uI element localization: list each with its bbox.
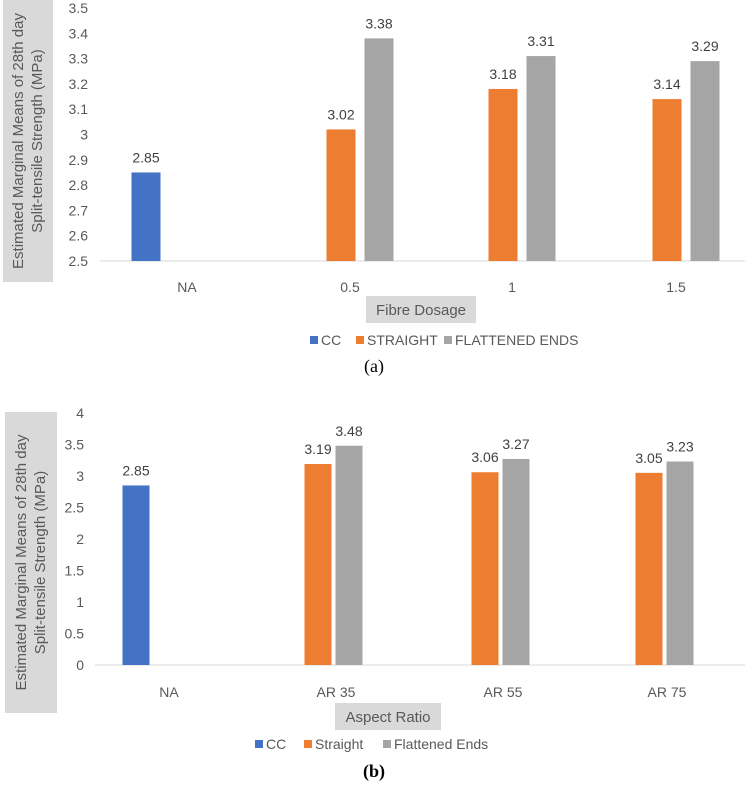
data-label: 3.14 xyxy=(653,76,680,92)
legend-swatch xyxy=(304,740,312,748)
x-tick-label: 0.5 xyxy=(340,279,360,295)
data-label: 3.38 xyxy=(365,15,392,31)
x-tick-label: AR 35 xyxy=(317,684,356,700)
y-tick-label: 2.7 xyxy=(69,202,89,218)
y-tick-label: 2.8 xyxy=(69,177,89,193)
data-label: 2.85 xyxy=(132,149,159,165)
bar-straight xyxy=(652,99,682,261)
x-tick-label: NA xyxy=(159,684,179,700)
bar-straight xyxy=(471,472,499,665)
caption: (b) xyxy=(363,761,385,782)
y-tick-label: 2.6 xyxy=(69,228,89,244)
data-label: 3.48 xyxy=(335,423,362,439)
x-axis-title: Aspect Ratio xyxy=(345,709,430,726)
y-axis-title: Estimated Marginal Means of 28th day xyxy=(10,13,27,269)
y-tick-label: 3.2 xyxy=(69,76,89,92)
data-label: 3.27 xyxy=(502,436,529,452)
y-tick-label: 3.1 xyxy=(69,101,89,117)
y-tick-label: 3.5 xyxy=(69,0,89,16)
bar-cc xyxy=(122,485,150,665)
data-label: 2.85 xyxy=(122,462,149,478)
y-axis-title: Estimated Marginal Means of 28th day xyxy=(13,434,30,690)
bar-straight xyxy=(326,129,356,261)
legend-label: CC xyxy=(321,332,341,348)
data-label: 3.18 xyxy=(489,66,516,82)
bar-straight xyxy=(304,464,332,665)
data-label: 3.02 xyxy=(327,106,354,122)
bar-straight xyxy=(635,472,663,665)
y-axis-title: Split-tensile Strength (MPa) xyxy=(29,49,46,232)
y-tick-label: 1.5 xyxy=(65,563,85,579)
y-tick-label: 3.3 xyxy=(69,51,89,67)
data-label: 3.05 xyxy=(635,450,662,466)
data-label: 3.23 xyxy=(666,439,693,455)
bar-cc xyxy=(131,172,161,261)
y-tick-label: 1 xyxy=(76,594,84,610)
y-tick-label: 2 xyxy=(76,531,84,547)
y-tick-label: 0.5 xyxy=(65,626,85,642)
legend-label: STRAIGHT xyxy=(367,332,438,348)
bar-flattened-ends xyxy=(690,61,720,261)
x-tick-label: 1 xyxy=(508,279,516,295)
legend-swatch xyxy=(444,336,452,344)
y-axis-title: Split-tensile Strength (MPa) xyxy=(32,471,49,654)
y-tick-label: 2.9 xyxy=(69,152,89,168)
legend-label: FLATTENED ENDS xyxy=(455,332,578,348)
legend-label: CC xyxy=(266,736,286,752)
y-tick-label: 3.4 xyxy=(69,25,89,41)
legend-swatch xyxy=(310,336,318,344)
legend-swatch xyxy=(356,336,364,344)
data-label: 3.06 xyxy=(471,449,498,465)
y-tick-label: 0 xyxy=(76,657,84,673)
data-label: 3.31 xyxy=(527,33,554,49)
bar-flattened-ends xyxy=(335,445,363,665)
bar-straight xyxy=(488,88,518,262)
y-tick-label: 3 xyxy=(80,127,88,143)
y-axis-title-box xyxy=(3,0,53,282)
data-label: 3.19 xyxy=(304,441,331,457)
caption: (a) xyxy=(364,356,384,377)
y-tick-label: 2.5 xyxy=(65,500,85,516)
x-tick-label: AR 55 xyxy=(484,684,523,700)
x-axis-title-box xyxy=(366,296,476,323)
y-tick-label: 4 xyxy=(76,405,84,421)
x-axis-title-box xyxy=(335,703,441,730)
x-tick-label: NA xyxy=(177,279,197,295)
legend-label: Straight xyxy=(315,736,363,752)
legend-label: Flattened Ends xyxy=(394,736,488,752)
y-tick-label: 2.5 xyxy=(69,253,89,269)
legend-swatch xyxy=(383,740,391,748)
bar-flattened-ends xyxy=(502,458,530,665)
data-label: 3.29 xyxy=(691,38,718,54)
y-tick-label: 3 xyxy=(76,468,84,484)
legend-swatch xyxy=(255,740,263,748)
bar-flattened-ends xyxy=(364,38,394,261)
x-tick-label: 1.5 xyxy=(666,279,686,295)
bar-flattened-ends xyxy=(526,56,556,261)
y-tick-label: 3.5 xyxy=(65,437,85,453)
y-axis-title-box xyxy=(5,412,57,713)
bar-flattened-ends xyxy=(666,461,694,665)
x-axis-title: Fibre Dosage xyxy=(376,302,466,319)
x-tick-label: AR 75 xyxy=(648,684,687,700)
